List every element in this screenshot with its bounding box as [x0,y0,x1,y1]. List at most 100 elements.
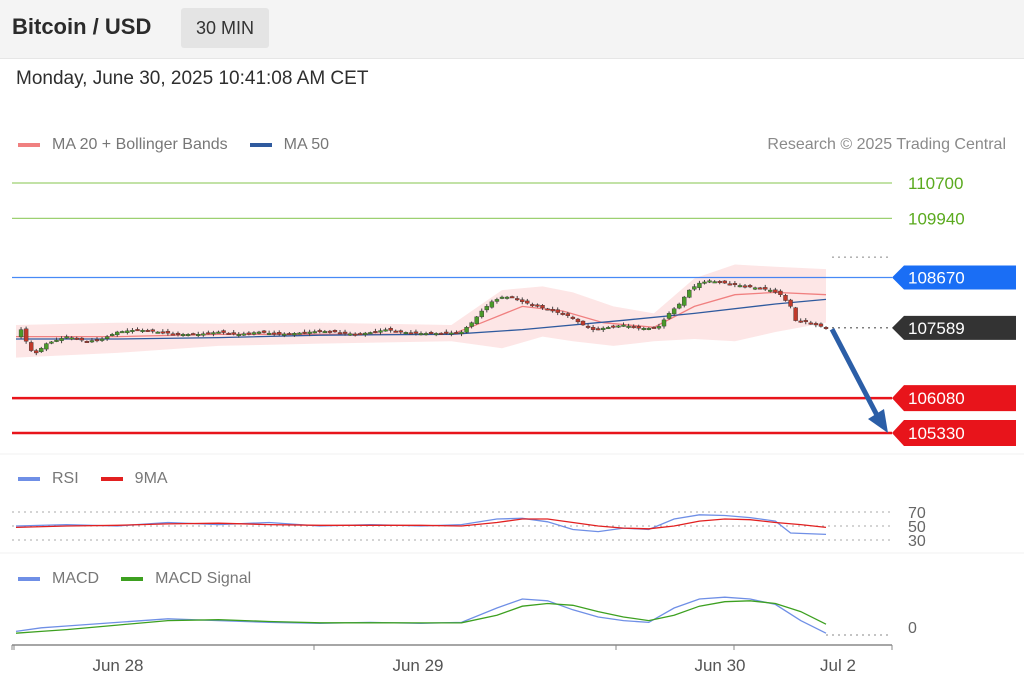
candle-body [540,305,545,309]
candle-body [196,334,201,337]
candle-body [747,285,753,288]
candle-body [246,332,252,335]
candle-body [393,330,398,333]
legend-label-rsi: RSI [52,470,79,487]
candle-body [165,330,171,334]
candle-body [261,330,267,333]
rsi-tick-label: 70 [908,505,926,522]
candle-body [271,332,277,335]
candle-body [479,310,484,318]
candle-body [150,329,155,332]
candle-body [757,287,763,290]
candle-body [601,327,606,330]
legend-label-macd-signal: MACD Signal [155,570,252,587]
bollinger-band [16,264,826,358]
candle-body [585,325,591,328]
candle-body [54,339,59,342]
candle-body [28,342,34,351]
candle-body [185,334,191,337]
candle-body [808,322,814,325]
candle-body [211,332,216,335]
candle-body [251,332,257,335]
legend-swatch-rsi-ma [100,477,123,481]
candle-body [676,303,682,309]
candle-body [499,296,505,299]
pivot-label: 108670 [908,269,965,288]
legend-swatch-ma20 [18,143,40,147]
candle-body [702,281,707,284]
candle-body [125,330,130,333]
candle-body [565,313,571,316]
candle-body [383,329,388,332]
candle-body [428,332,434,334]
candle-body [535,304,540,307]
candle-body [666,313,672,319]
candle-body [550,308,555,312]
candle-body [636,326,641,329]
last-price-label: 107589 [908,319,965,338]
candle-body [778,290,783,295]
rsi-ma-line [15,518,827,530]
candle-body [378,330,383,333]
candle-body [201,333,206,336]
legend-label-ma20: MA 20 + Bollinger Bands [52,136,228,153]
candle-body [484,306,490,311]
candle-body [595,328,601,331]
candle-body [160,331,166,334]
candle-body [449,332,454,335]
candle-body [737,285,743,288]
candle-body [155,331,160,334]
candle-body [145,330,150,332]
candle-body [99,338,105,341]
candle-body [23,328,29,342]
candle-body [580,320,586,326]
support-label: 106080 [908,389,965,408]
candle-body [180,334,186,337]
last-price-tag [892,315,1016,340]
candle-body [18,329,24,338]
candle-body [773,289,778,293]
candle-body [732,283,738,286]
candle-body [606,327,611,330]
legend-item-macd: MACD [18,570,99,588]
candle-body [742,285,748,288]
projection-arrow [829,328,883,423]
timeframe-badge[interactable]: 30 MIN [181,8,269,48]
candle-body [307,331,312,334]
candle-body [514,298,520,301]
candle-body [94,339,100,342]
candle-body [626,325,631,328]
candle-body [454,332,459,335]
macd-signal-line [15,600,827,634]
legend-item-ma50: MA 50 [249,136,329,154]
rsi-tick-label: 30 [908,533,926,550]
candle-body [474,316,479,324]
candle-body [423,333,429,336]
candle-body [707,280,712,283]
support-tag [892,385,1016,412]
candle-body [793,307,798,321]
research-credit: Research © 2025 Trading Central [767,136,1006,153]
legend-item-rsi: RSI [18,470,79,488]
candle-body [297,332,302,335]
candle-body [363,332,368,336]
candle-body [469,322,474,327]
candle-body [823,327,829,329]
macd-tick-label: 0 [908,620,917,637]
candle-body [651,326,657,329]
candle-body [317,330,322,333]
resistance-label: 109940 [908,209,965,228]
candle-body [525,300,530,304]
candle-body [656,326,662,329]
legend-item-ma20: MA 20 + Bollinger Bands [18,136,228,154]
candle-body [727,283,733,286]
candle-body [226,332,231,335]
candle-body [661,319,667,327]
candle-body [687,289,692,298]
candle-body [489,301,495,308]
candle-body [783,295,788,301]
legend-item-rsi-ma: 9MA [100,470,168,488]
candle-body [241,333,247,336]
candle-body [692,286,697,290]
